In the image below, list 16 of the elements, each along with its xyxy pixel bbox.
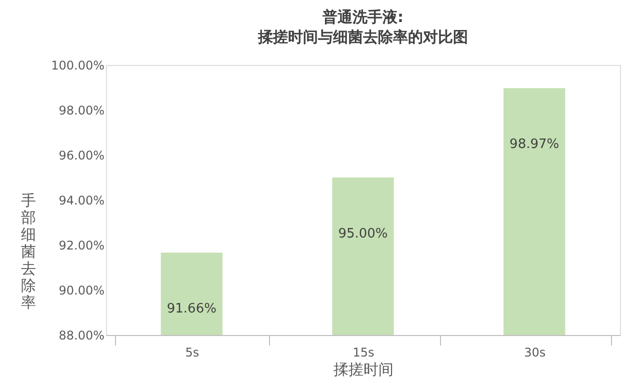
x-axis-title: 揉搓时间 <box>334 360 394 378</box>
data-label: 98.97% <box>510 137 560 152</box>
y-tick-label: 96.00% <box>58 148 104 162</box>
y-tick-label: 94.00% <box>58 194 104 208</box>
data-label: 91.66% <box>166 302 216 317</box>
y-tick-label: 88.00% <box>58 328 104 342</box>
chart-title: 普通洗手液: 揉搓时间与细菌去除率的对比图 <box>257 8 468 46</box>
y-tick-label: 98.00% <box>58 104 104 118</box>
x-tick-label: 5s <box>185 346 200 360</box>
y-axis-title: 手部细菌去除率 <box>21 192 36 312</box>
x-tick-label: 15s <box>352 346 374 360</box>
y-tick-label: 92.00% <box>58 238 104 252</box>
data-label: 95.00% <box>338 226 388 242</box>
y-tick-label: 100.00% <box>51 58 104 72</box>
x-tick-label: 30s <box>524 346 546 360</box>
y-tick-label: 90.00% <box>58 284 104 298</box>
